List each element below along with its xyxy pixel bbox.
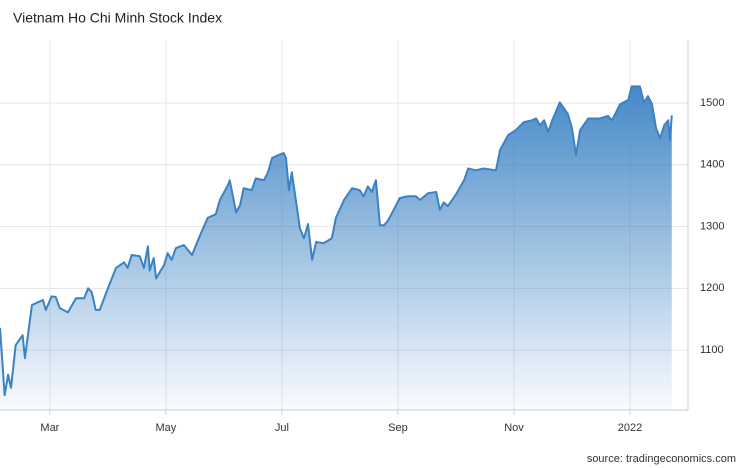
index-line <box>0 85 673 397</box>
chart-title: Vietnam Ho Chi Minh Stock Index <box>13 10 222 26</box>
source-note: source: tradingeconomics.com <box>587 453 736 465</box>
y-tick-label: 1300 <box>700 220 724 232</box>
x-tick-label: Mar <box>40 422 59 434</box>
y-tick-label: 1200 <box>700 282 724 294</box>
area-fill <box>0 86 672 410</box>
x-tick-label: Sep <box>388 422 408 434</box>
x-tick-label: 2022 <box>618 422 642 434</box>
x-tick-label: Nov <box>504 422 524 434</box>
x-tick-label: Jul <box>275 422 289 434</box>
y-tick-label: 1500 <box>700 97 724 109</box>
x-tick-label: May <box>156 422 177 434</box>
y-tick-label: 1400 <box>700 159 724 171</box>
y-tick-label: 1100 <box>700 344 724 356</box>
